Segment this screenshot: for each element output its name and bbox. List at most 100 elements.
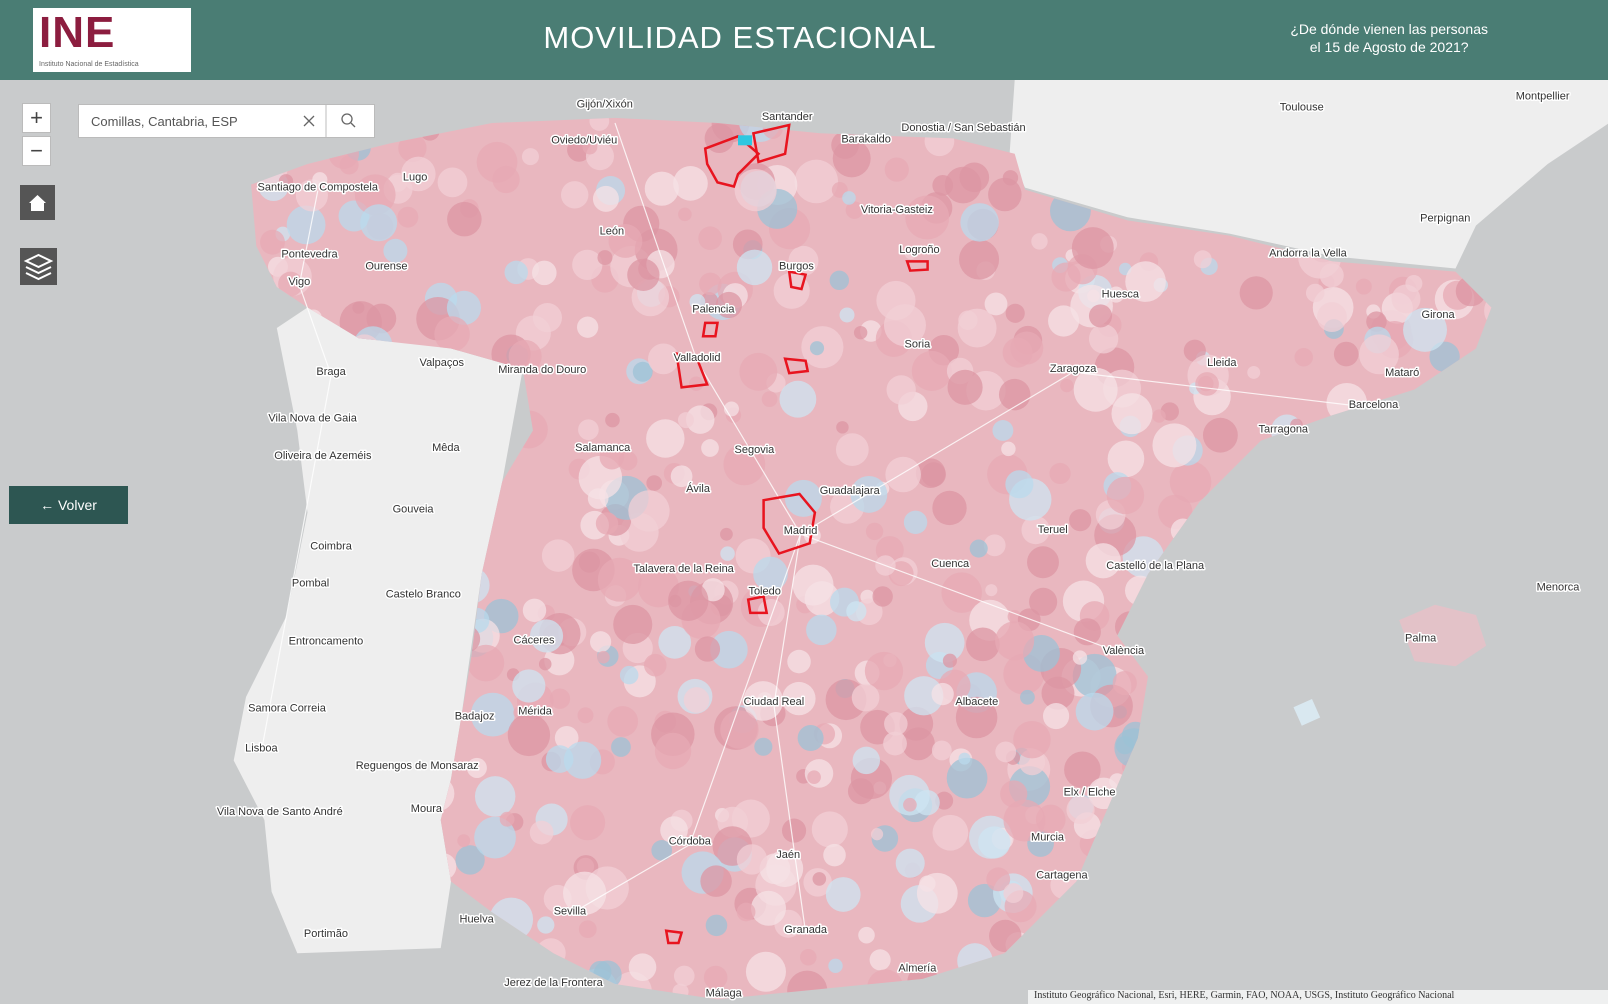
place-label: Valpaços (420, 357, 465, 369)
place-label: Granada (784, 924, 828, 936)
place-label: Mataró (1385, 367, 1419, 379)
municipality (1334, 342, 1359, 367)
question: ¿De dónde vienen las personas el 15 de A… (1290, 20, 1488, 56)
municipality (842, 191, 856, 205)
municipality (1066, 796, 1094, 824)
municipality (1152, 409, 1165, 422)
municipality (1247, 366, 1260, 379)
place-label: Ávila (686, 482, 711, 495)
municipality (607, 706, 638, 737)
municipality (787, 650, 811, 674)
search-box[interactable]: Comillas, Cantabria, ESP (78, 104, 375, 138)
place-label: Gouveia (393, 504, 435, 516)
place-label: Murcia (1031, 832, 1065, 844)
municipality (523, 599, 546, 622)
municipality (1306, 284, 1325, 303)
place-label: Teruel (1038, 524, 1068, 536)
municipality (1013, 721, 1050, 758)
app: Gijón/XixónSantanderOviedo/UviéuBarakald… (0, 0, 1608, 1004)
municipality (921, 462, 946, 487)
zoom-out[interactable]: − (22, 136, 51, 166)
municipality (1087, 290, 1100, 303)
municipality (887, 375, 916, 404)
municipality (550, 688, 570, 708)
place-label: Huelva (460, 914, 495, 926)
place-label: Almería (898, 963, 937, 975)
place-label: Albacete (955, 696, 998, 708)
municipality (673, 166, 708, 201)
municipality (1074, 618, 1101, 645)
municipality (644, 654, 667, 677)
municipality (754, 738, 772, 756)
municipality (577, 317, 598, 338)
municipality (1203, 418, 1238, 453)
municipality (912, 351, 952, 391)
municipality (1049, 463, 1070, 484)
municipality (678, 208, 692, 222)
place-label: Castelló de la Plana (1106, 560, 1205, 572)
municipality (457, 834, 470, 847)
municipality (1356, 279, 1372, 295)
municipality (596, 512, 618, 534)
municipality (836, 433, 869, 466)
municipality (852, 684, 880, 712)
layers-button[interactable] (20, 248, 57, 285)
municipality (578, 419, 599, 440)
place-label: Logroño (899, 244, 939, 256)
zoom-in[interactable]: + (22, 103, 51, 133)
municipality (397, 207, 418, 228)
place-label: Entroncamento (289, 636, 364, 648)
municipality (522, 148, 539, 165)
place-label: Jerez de la Frontera (504, 977, 603, 989)
municipality (530, 821, 554, 845)
municipality (932, 491, 966, 525)
municipality (698, 226, 722, 250)
place-label: Cartagena (1036, 869, 1088, 881)
place-label: Lugo (403, 171, 427, 183)
municipality (1392, 285, 1421, 314)
municipality (590, 631, 611, 652)
title: MOVILIDAD ESTACIONAL (0, 20, 1480, 56)
place-label: Portimão (304, 928, 348, 940)
municipality (830, 271, 849, 290)
municipality (438, 167, 468, 197)
municipality (883, 732, 907, 756)
municipality (746, 952, 786, 992)
municipality (578, 707, 594, 723)
municipality (1111, 393, 1152, 434)
municipality (1113, 671, 1137, 695)
municipality (611, 737, 631, 757)
place-label: Lisboa (245, 742, 278, 754)
municipality (570, 805, 605, 840)
municipality (793, 565, 834, 606)
municipality (1003, 170, 1018, 185)
municipality (512, 669, 545, 702)
municipality (948, 370, 983, 405)
municipality (537, 916, 554, 933)
attribution: Instituto Geográfico Nacional, Esri, HER… (1028, 990, 1608, 1004)
municipality (826, 877, 861, 912)
municipality (932, 741, 952, 761)
municipality (627, 259, 659, 291)
municipality (655, 733, 691, 769)
municipality (699, 273, 721, 295)
municipality (704, 966, 728, 990)
municipality (561, 181, 588, 208)
back-button[interactable]: ← Volver (9, 486, 128, 524)
place-label: Gijón/Xixón (577, 99, 633, 111)
municipality (958, 311, 977, 330)
municipality (492, 166, 519, 193)
home-button[interactable] (20, 185, 55, 220)
municipality (572, 250, 602, 280)
place-label: Vila Nova de Gaia (268, 412, 357, 424)
place-label: Ciudad Real (744, 696, 805, 708)
municipality (287, 205, 326, 244)
municipality (800, 949, 817, 966)
municipality (1003, 883, 1023, 903)
municipality (1027, 546, 1059, 578)
municipality (992, 420, 1013, 441)
search-value[interactable]: Comillas, Cantabria, ESP (91, 114, 238, 129)
municipality (1076, 693, 1114, 731)
place-label: Toledo (748, 586, 780, 598)
